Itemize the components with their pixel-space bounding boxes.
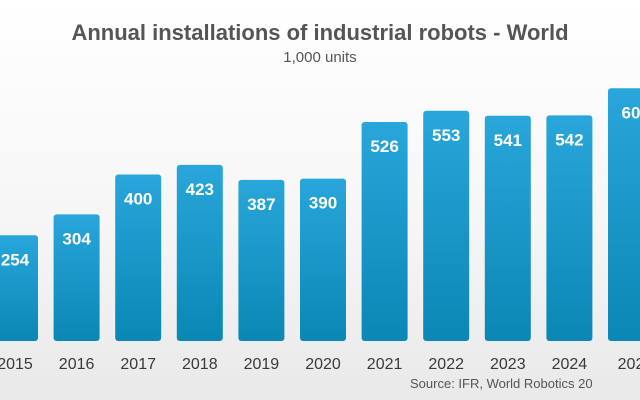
data-label-2020: 390	[309, 194, 337, 213]
source-note: Source: IFR, World Robotics 20	[410, 376, 593, 391]
bar-2024	[546, 115, 593, 342]
bar-2021	[361, 122, 408, 341]
bar-2022	[423, 110, 470, 341]
x-tick-label-2018: 2018	[182, 356, 218, 373]
chart-subtitle: 1,000 units	[283, 49, 357, 66]
bar-2019	[238, 179, 285, 341]
chart-title: Annual installations of industrial robot…	[71, 20, 569, 45]
x-tick-label-2017: 2017	[120, 356, 156, 373]
data-label-2015: 254	[1, 250, 30, 269]
data-label-202: 60	[622, 103, 640, 122]
data-label-2023: 541	[494, 131, 522, 150]
data-labels-group: 254 304 400 423 387 390 526 553 541 542 60	[1, 103, 640, 269]
x-tick-label-2021: 2021	[367, 356, 403, 373]
data-label-2022: 553	[432, 126, 460, 145]
bar-202	[608, 88, 640, 341]
data-label-2024: 542	[555, 130, 583, 149]
bar-2016	[53, 214, 100, 341]
x-tick-label-202: 202	[618, 356, 640, 373]
data-label-2018: 423	[186, 180, 214, 199]
bar-2023	[484, 115, 531, 341]
x-tick-label-2024: 2024	[552, 356, 588, 373]
data-label-2017: 400	[124, 190, 152, 209]
x-tick-label-2022: 2022	[428, 356, 464, 373]
bar-2020	[300, 178, 346, 341]
x-tick-label-2016: 2016	[59, 356, 95, 373]
x-tick-label-2023: 2023	[490, 356, 526, 373]
data-label-2021: 526	[370, 137, 398, 156]
bar-2015	[0, 235, 38, 341]
x-tick-label-2020: 2020	[305, 356, 341, 373]
data-label-2019: 387	[247, 195, 275, 214]
bars-group	[0, 88, 640, 342]
x-tick-labels-group: 2015 2016 2017 2018 2019 2020 2021 2022 2023 2024…	[0, 356, 640, 373]
bar-2018	[176, 164, 223, 341]
data-label-2016: 304	[62, 229, 91, 248]
x-tick-label-2015: 2015	[0, 356, 33, 373]
bar-2017	[115, 174, 162, 341]
x-tick-label-2019: 2019	[244, 356, 280, 373]
